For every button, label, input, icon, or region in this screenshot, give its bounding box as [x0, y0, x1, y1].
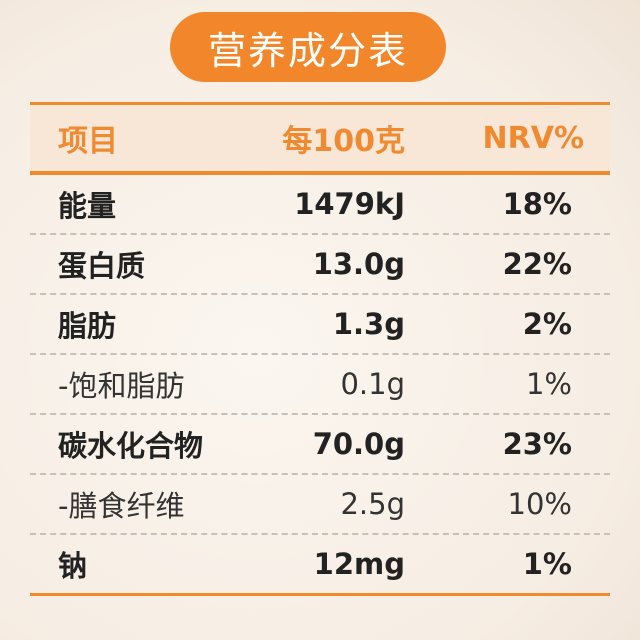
table-cell: 1.3g: [332, 307, 405, 341]
table-cell: 13.0g: [312, 247, 405, 281]
table-row: -饱和脂肪 0.1g 1%: [30, 355, 610, 415]
table-cell: 2.5g: [340, 487, 405, 521]
table-cell: 0.1g: [340, 367, 405, 401]
table-cell: 1%: [525, 367, 572, 401]
table-cell: 钠: [58, 549, 88, 583]
table-cell: 1%: [522, 547, 572, 581]
table-cell: 2%: [522, 307, 572, 341]
table-cell: 12mg: [313, 547, 405, 581]
table-cell: -膳食纤维: [58, 489, 185, 523]
header-row: 项目 每100克 NRV%: [30, 105, 610, 175]
table-cell: 70.0g: [312, 427, 405, 461]
table-cell: 10%: [507, 487, 572, 521]
table-row: -膳食纤维 2.5g 10%: [30, 475, 610, 535]
column-header: 项目: [58, 124, 118, 159]
title: 营养成分表: [170, 12, 446, 82]
table-row: 蛋白质 13.0g 22%: [30, 235, 610, 295]
table-cell: 23%: [502, 427, 572, 461]
nutrition-table: 项目 每100克 NRV% 能量 1479kJ 18% 蛋白质 13.0g 22% 脂肪 1.3g 2…: [30, 102, 610, 596]
table-cell: 1479kJ: [294, 187, 405, 221]
table-row: 碳水化合物 70.0g 23%: [30, 415, 610, 475]
column-header: NRV%: [482, 120, 584, 156]
table-cell: 脂肪: [58, 309, 117, 343]
table-cell: 碳水化合物: [58, 429, 204, 463]
table-row: 钠 12mg 1%: [30, 535, 610, 593]
table-row: 能量 1479kJ 18%: [30, 175, 610, 235]
table-cell: -饱和脂肪: [58, 369, 185, 403]
table-cell: 18%: [502, 187, 572, 221]
table-cell: 22%: [502, 247, 572, 281]
table-cell: 蛋白质: [58, 249, 146, 283]
table-row: 脂肪 1.3g 2%: [30, 295, 610, 355]
column-header: 每100克: [282, 124, 405, 159]
table-cell: 能量: [58, 189, 117, 223]
